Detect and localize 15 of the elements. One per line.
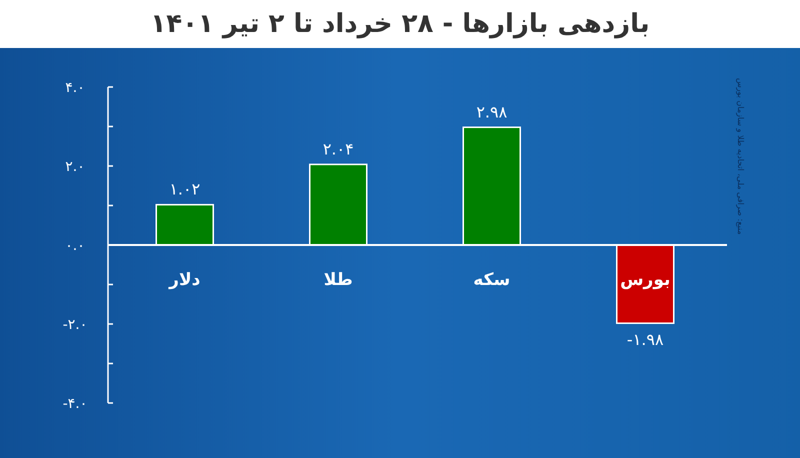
- y-tick-label: -۴.۰: [62, 396, 88, 412]
- y-tick-label: ۰.۰: [65, 238, 85, 254]
- data-label: ۱.۰۲: [169, 180, 200, 199]
- y-tick-label: -۲.۰: [62, 317, 88, 333]
- x-tick-label: سکه: [473, 270, 510, 290]
- x-tick-label: طلا: [324, 270, 353, 290]
- y-tick-label: ۴.۰: [65, 80, 85, 96]
- y-tick-label: ۲.۰: [65, 159, 85, 175]
- chart-title: بازدهی بازارها - ۲۸ خرداد تا ۲ تیر ۱۴۰۱: [150, 9, 650, 39]
- x-tick-label: دلار: [168, 270, 201, 290]
- x-tick-label: بورس: [620, 270, 670, 290]
- text: منبع: صرافی ملی، اتحادیه طلا و سازمان بورس: [736, 78, 745, 235]
- data-label: ۲.۹۸: [476, 102, 508, 122]
- data-label: -۱.۹۸: [626, 330, 664, 350]
- data-label: ۲.۰۴: [322, 139, 354, 158]
